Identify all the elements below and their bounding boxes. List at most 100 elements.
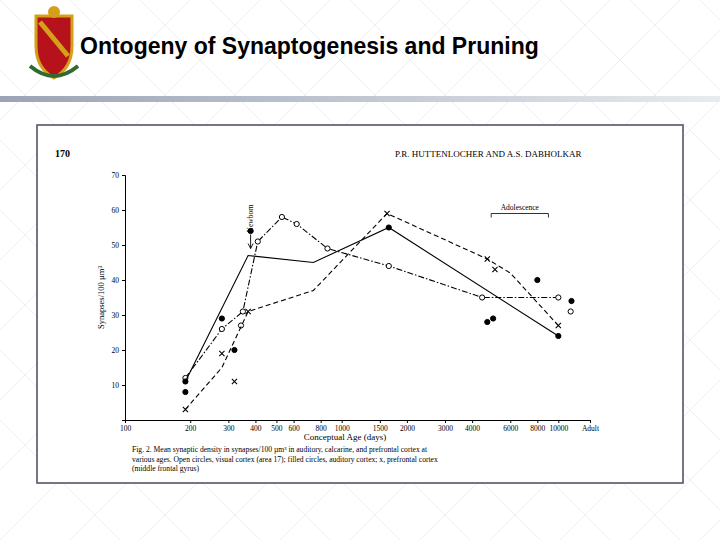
y-axis-title: Synapses/100 µm³ — [96, 266, 106, 329]
caption: Fig. 2. Mean synaptic density in synapse… — [132, 445, 438, 473]
x-tick: Adult — [582, 420, 600, 433]
x-tick: 2000 — [400, 420, 415, 433]
y-tick-label: 70 — [112, 171, 120, 180]
slide: Ontogeny of Synaptogenesis and Pruning17… — [0, 0, 720, 540]
y-tick: 10 — [112, 381, 126, 390]
x-tick-label: 3000 — [438, 424, 453, 433]
marker-open-circle — [240, 309, 245, 314]
caption-line: Fig. 2. Mean synaptic density in synapse… — [132, 445, 428, 454]
x-tick-label: 4000 — [465, 424, 480, 433]
x-tick-mark — [590, 420, 591, 423]
x-tick-label: 10000 — [549, 424, 568, 433]
series-line — [185, 214, 558, 410]
y-tick-label: 10 — [112, 381, 120, 390]
logo — [30, 6, 78, 78]
y-tick-mark — [122, 350, 125, 351]
y-tick-label: 20 — [112, 346, 120, 355]
marker-filled-circle — [219, 316, 224, 321]
x-tick-label: 8000 — [530, 424, 545, 433]
series-line — [185, 217, 558, 378]
annotation-bracket — [491, 214, 548, 218]
x-tick-mark — [510, 420, 511, 423]
x-tick-mark — [380, 420, 381, 423]
x-tick-mark — [190, 420, 191, 423]
marker-open-circle — [279, 214, 284, 219]
annotation-arrow — [248, 235, 253, 249]
marker-open-circle — [294, 221, 299, 226]
x-tick-mark — [537, 420, 538, 423]
y-tick: 50 — [112, 241, 126, 250]
x-tick-mark — [445, 420, 446, 423]
background-pattern — [0, 0, 720, 540]
marker-x — [183, 407, 188, 412]
x-axis-title: Conceptual Age (days) — [304, 432, 386, 442]
marker-filled-circle — [183, 379, 188, 384]
x-tick-mark — [294, 420, 295, 423]
x-tick: 4000 — [465, 420, 480, 433]
background — [0, 0, 720, 540]
annotations: Newborn Adolescence — [246, 203, 548, 249]
plot-marks — [183, 211, 574, 412]
pattern-line — [700, 0, 720, 540]
y-tick-label: 30 — [112, 311, 120, 320]
x-tick-label: 200 — [185, 424, 197, 433]
marker-filled-circle — [491, 316, 496, 321]
y-tick-mark — [122, 315, 125, 316]
x-tick-mark — [228, 420, 229, 423]
y-tick-mark — [122, 280, 125, 281]
x-tick-mark — [342, 420, 343, 423]
figure-frame — [37, 125, 683, 483]
x-tick-label: 100 — [120, 424, 132, 433]
x-axis-line — [126, 421, 591, 424]
marker-x — [219, 351, 224, 356]
x-tick: 400 — [250, 420, 262, 433]
marker-x — [485, 256, 490, 261]
x-tick: 300 — [223, 420, 235, 433]
marker-open-circle — [255, 239, 260, 244]
y-axis: 10 20 30 40 50 60 70 — [112, 171, 126, 421]
x-tick-label: 2000 — [400, 424, 415, 433]
x-tick-label: 600 — [288, 424, 300, 433]
x-tick-label: 6000 — [503, 424, 518, 433]
marker-x — [246, 309, 251, 314]
y-tick-label: 50 — [112, 241, 120, 250]
y-tick-label: 60 — [112, 206, 120, 215]
marker-open-circle — [219, 326, 224, 331]
marker-open-circle — [568, 309, 573, 314]
marker-x — [384, 211, 389, 216]
marker-filled-circle — [535, 277, 540, 282]
caption-line: (middle frontal gyrus) — [132, 464, 200, 473]
caption-line: various ages. Open circles, visual corte… — [132, 455, 438, 464]
x-tick: 8000 — [530, 420, 545, 433]
logo-crest — [48, 6, 60, 18]
slide-title: Ontogeny of Synaptogenesis and Pruning — [80, 33, 539, 59]
y-tick: 30 — [112, 311, 126, 320]
pattern-line — [700, 0, 720, 540]
marker-filled-circle — [386, 225, 391, 230]
x-tick: 200 — [185, 420, 197, 433]
x-tick: 6000 — [503, 420, 518, 433]
x-tick-mark — [276, 420, 277, 423]
series-line — [185, 228, 558, 382]
x-tick-mark — [321, 420, 322, 423]
y-tick: 40 — [112, 276, 126, 285]
logo-shield — [36, 16, 72, 78]
x-tick-mark — [255, 420, 256, 423]
x-tick-label: 400 — [250, 424, 262, 433]
page-authors: P.R. HUTTENLOCHER AND A.S. DABHOLKAR — [395, 149, 582, 159]
marker-open-circle — [325, 246, 330, 251]
x-tick: 10000 — [549, 420, 568, 433]
marker-filled-circle — [183, 389, 188, 394]
annotation-text: Newborn — [246, 204, 255, 232]
annotation-text: Adolescence — [501, 203, 540, 212]
x-tick: 600 — [288, 420, 300, 433]
marker-x — [492, 267, 497, 272]
y-tick-mark — [122, 245, 125, 246]
marker-x — [556, 323, 561, 328]
y-tick-mark — [122, 385, 125, 386]
marker-filled-circle — [485, 319, 490, 324]
marker-filled-circle — [569, 298, 574, 303]
x-tick-label: 500 — [271, 424, 283, 433]
header-band — [0, 96, 720, 102]
y-tick-mark — [122, 175, 125, 176]
